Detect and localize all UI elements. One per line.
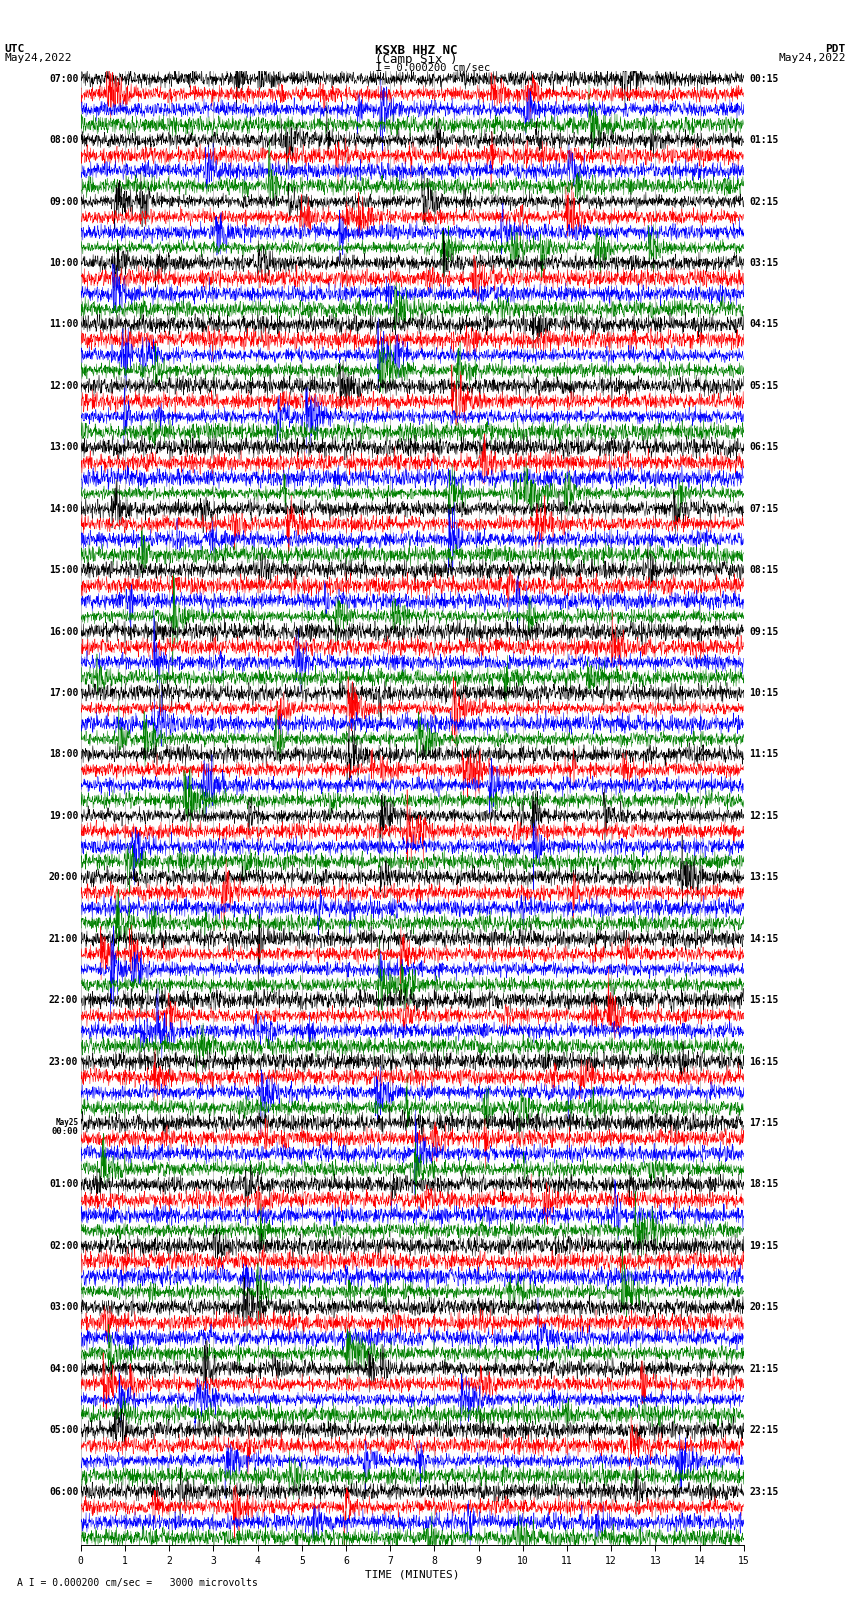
Text: KSXB HHZ NC: KSXB HHZ NC (375, 44, 458, 58)
Text: 23:00: 23:00 (49, 1057, 78, 1066)
Text: 15:15: 15:15 (749, 995, 779, 1005)
Text: 11:15: 11:15 (749, 750, 779, 760)
Text: 13:15: 13:15 (749, 873, 779, 882)
Text: 21:15: 21:15 (749, 1363, 779, 1374)
Text: 05:15: 05:15 (749, 381, 779, 390)
Text: I: I (375, 61, 382, 74)
Text: 07:15: 07:15 (749, 503, 779, 513)
Text: 10:00: 10:00 (49, 258, 78, 268)
Text: 11:00: 11:00 (49, 319, 78, 329)
Text: = 0.000200 cm/sec: = 0.000200 cm/sec (384, 63, 490, 73)
Text: 03:00: 03:00 (49, 1302, 78, 1313)
Text: 13:00: 13:00 (49, 442, 78, 452)
Text: 09:15: 09:15 (749, 626, 779, 637)
Text: 20:00: 20:00 (49, 873, 78, 882)
Text: 19:00: 19:00 (49, 811, 78, 821)
Text: 01:15: 01:15 (749, 135, 779, 145)
Text: 17:15: 17:15 (749, 1118, 779, 1127)
Text: 05:00: 05:00 (49, 1424, 78, 1436)
Text: 14:00: 14:00 (49, 503, 78, 513)
Text: 03:15: 03:15 (749, 258, 779, 268)
Text: 06:15: 06:15 (749, 442, 779, 452)
Text: 22:00: 22:00 (49, 995, 78, 1005)
Text: May25: May25 (55, 1118, 78, 1126)
Text: May24,2022: May24,2022 (4, 53, 71, 63)
Text: 08:00: 08:00 (49, 135, 78, 145)
Text: 16:15: 16:15 (749, 1057, 779, 1066)
Text: 18:15: 18:15 (749, 1179, 779, 1189)
Text: A I = 0.000200 cm/sec =   3000 microvolts: A I = 0.000200 cm/sec = 3000 microvolts (17, 1578, 258, 1587)
Text: 12:00: 12:00 (49, 381, 78, 390)
Text: May24,2022: May24,2022 (779, 53, 846, 63)
Text: 09:00: 09:00 (49, 197, 78, 206)
Text: 20:15: 20:15 (749, 1302, 779, 1313)
Text: 10:15: 10:15 (749, 687, 779, 698)
Text: 01:00: 01:00 (49, 1179, 78, 1189)
Text: 22:15: 22:15 (749, 1424, 779, 1436)
Text: 00:00: 00:00 (52, 1127, 78, 1136)
Text: 04:15: 04:15 (749, 319, 779, 329)
Text: 06:00: 06:00 (49, 1487, 78, 1497)
Text: PDT: PDT (825, 44, 846, 55)
Text: 00:15: 00:15 (749, 74, 779, 84)
Text: 04:00: 04:00 (49, 1363, 78, 1374)
Text: (Camp Six ): (Camp Six ) (375, 53, 458, 66)
Text: 21:00: 21:00 (49, 934, 78, 944)
Text: 02:00: 02:00 (49, 1240, 78, 1250)
Text: 15:00: 15:00 (49, 565, 78, 576)
Text: 19:15: 19:15 (749, 1240, 779, 1250)
Text: UTC: UTC (4, 44, 25, 55)
Text: 14:15: 14:15 (749, 934, 779, 944)
Text: 18:00: 18:00 (49, 750, 78, 760)
Text: 16:00: 16:00 (49, 626, 78, 637)
X-axis label: TIME (MINUTES): TIME (MINUTES) (365, 1569, 460, 1579)
Text: 02:15: 02:15 (749, 197, 779, 206)
Text: 07:00: 07:00 (49, 74, 78, 84)
Text: 08:15: 08:15 (749, 565, 779, 576)
Text: 23:15: 23:15 (749, 1487, 779, 1497)
Text: 12:15: 12:15 (749, 811, 779, 821)
Text: 17:00: 17:00 (49, 687, 78, 698)
